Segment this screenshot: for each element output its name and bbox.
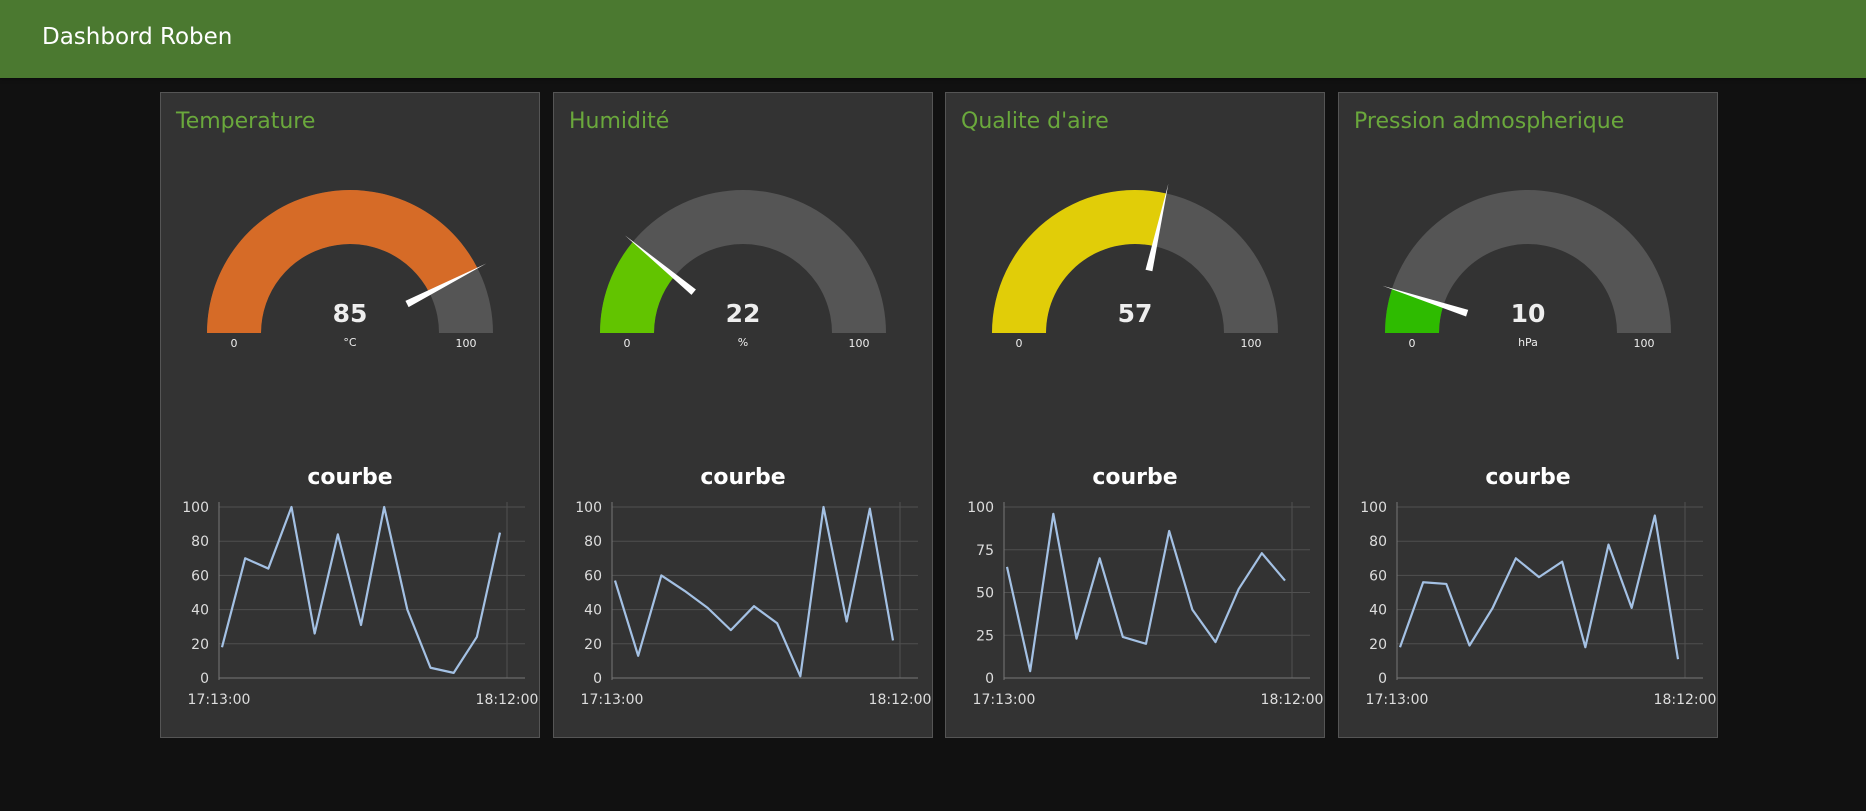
y-tick-label: 60: [584, 568, 602, 584]
y-tick-label: 100: [575, 500, 602, 516]
y-tick-label: 80: [191, 534, 209, 550]
gauge-track: [600, 190, 886, 333]
card-title: Pression admospherique: [1354, 109, 1625, 134]
line-chart: 0 20 40 60 80 100 17:13:00 18:12:00: [1360, 500, 1717, 708]
x-tick-label: 17:13:00: [973, 692, 1036, 708]
gauge-needle: [1145, 183, 1169, 272]
gauge-fill: [600, 241, 675, 333]
gauge-max-label: 100: [456, 337, 477, 350]
chart-title: courbe: [700, 465, 786, 490]
y-tick-label: 0: [985, 671, 994, 687]
chart-title: courbe: [1092, 465, 1178, 490]
gauge-min-label: 0: [1409, 337, 1416, 350]
gauge-unit: %: [738, 336, 748, 349]
x-tick-label: 18:12:00: [1261, 692, 1324, 708]
x-tick-label: 18:12:00: [1654, 692, 1717, 708]
gauge-needle: [1382, 285, 1469, 317]
y-tick-label: 80: [584, 534, 602, 550]
y-tick-label: 60: [1369, 568, 1387, 584]
gauge-min-label: 0: [1016, 337, 1023, 350]
gauge-min-label: 0: [624, 337, 631, 350]
y-tick-label: 100: [182, 500, 209, 516]
series-line: [1005, 512, 1286, 673]
y-tick-label: 20: [191, 637, 209, 653]
y-tick-label: 25: [976, 628, 994, 644]
y-tick-label: 75: [976, 543, 994, 559]
gauge-value: 85: [333, 299, 368, 328]
gauge-fill: [1385, 288, 1444, 333]
series-line: [1398, 514, 1680, 660]
gauge-needle: [405, 263, 487, 308]
y-tick-label: 100: [1360, 500, 1387, 516]
card-title: Temperature: [176, 109, 316, 134]
x-tick-label: 18:12:00: [476, 692, 539, 708]
gauge-value: 57: [1118, 299, 1153, 328]
gauge-min-label: 0: [231, 337, 238, 350]
gauge: 85 °C 0 100: [207, 189, 493, 350]
y-tick-label: 100: [967, 500, 994, 516]
y-tick-label: 20: [1369, 637, 1387, 653]
chart-title: courbe: [307, 465, 393, 490]
y-tick-label: 50: [976, 586, 994, 602]
gauge-unit: °C: [343, 336, 357, 349]
gauge-max-label: 100: [1241, 337, 1262, 350]
top-toolbar: Dashbord Roben: [0, 0, 1866, 78]
gauge: 57 0 100: [992, 183, 1278, 350]
card-qualite-air: Qualite d'aire 57 0 100 courbe 0 25 50 75 100 1…: [945, 92, 1325, 738]
gauge-max-label: 100: [1634, 337, 1655, 350]
gauge-needle: [625, 235, 696, 295]
card-title: Humidité: [569, 109, 670, 134]
gauge-value: 10: [1511, 299, 1546, 328]
gauge-max-label: 100: [849, 337, 870, 350]
line-chart: 0 25 50 75 100 17:13:00 18:12:00: [967, 500, 1324, 708]
gauge-fill: [207, 189, 478, 333]
line-chart: 0 20 40 60 80 100 17:13:00 18:12:00: [575, 500, 932, 708]
dashboard-title: Dashbord Roben: [42, 24, 233, 50]
x-tick-label: 18:12:00: [869, 692, 932, 708]
card-humidite: Humidité 22% 0 100 courbe 0 20 40 60 80 100 17:1…: [553, 92, 933, 738]
card-title: Qualite d'aire: [961, 109, 1109, 134]
gauge-track: [1385, 190, 1671, 333]
gauge-unit: hPa: [1518, 336, 1538, 349]
gauge: 10 hPa 0 100: [1382, 190, 1671, 350]
x-tick-label: 17:13:00: [188, 692, 251, 708]
y-tick-label: 0: [1378, 671, 1387, 687]
series-line: [613, 505, 895, 678]
y-tick-label: 40: [1369, 603, 1387, 619]
y-tick-label: 40: [584, 603, 602, 619]
gauge: 22% 0 100: [600, 190, 886, 350]
chart-title: courbe: [1485, 465, 1571, 490]
y-tick-label: 0: [593, 671, 602, 687]
series-line: [220, 505, 502, 674]
gauge-value: 22: [726, 299, 761, 328]
y-tick-label: 60: [191, 568, 209, 584]
y-tick-label: 0: [200, 671, 209, 687]
y-tick-label: 20: [584, 637, 602, 653]
gauge-fill: [992, 189, 1167, 333]
line-chart: 0 20 40 60 80 100 17:13:00 18:12:00: [182, 500, 539, 708]
x-tick-label: 17:13:00: [581, 692, 644, 708]
card-pression: Pression admospherique 10 hPa 0 100 courbe …: [1338, 92, 1718, 738]
card-temperature: Temperature 85 °C 0 100 courbe 0 20 40 60 80 100…: [160, 92, 540, 738]
y-tick-label: 40: [191, 603, 209, 619]
x-tick-label: 17:13:00: [1366, 692, 1429, 708]
y-tick-label: 80: [1369, 534, 1387, 550]
